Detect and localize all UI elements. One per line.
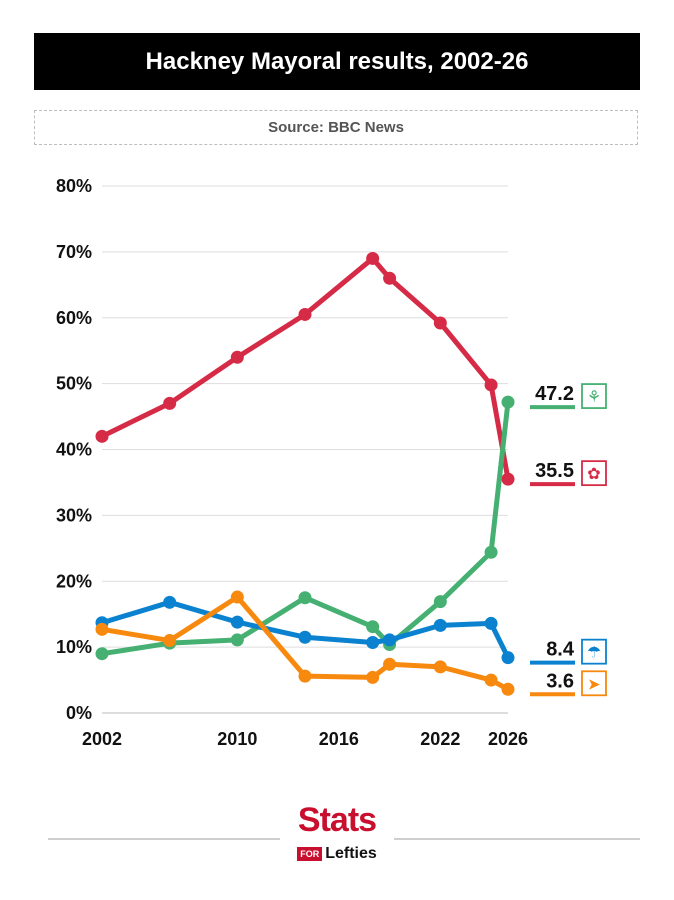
series-line: [99, 599, 511, 661]
y-tick-label: 40%: [56, 440, 92, 460]
data-point: [230, 633, 244, 647]
data-point: [298, 591, 312, 605]
data-point: [501, 472, 515, 486]
data-point: [163, 634, 177, 648]
data-point: [501, 682, 515, 696]
labour-rose-icon-box: [581, 460, 607, 487]
x-tick-label: 2022: [420, 729, 460, 749]
x-tick-label: 2010: [217, 729, 257, 749]
data-point: [383, 271, 397, 285]
data-point: [433, 595, 447, 609]
green-party-icon: ⚘: [587, 389, 601, 406]
y-tick-label: 0%: [66, 703, 92, 723]
y-tick-label: 80%: [56, 176, 92, 196]
end-value-label: 35.5: [535, 460, 574, 482]
logo-stats-text: Stats: [297, 801, 377, 839]
data-point: [383, 657, 397, 671]
data-point: [298, 669, 312, 683]
data-point: [366, 636, 380, 650]
conservative-tree-icon-box: [581, 638, 607, 665]
data-point: [501, 651, 515, 665]
end-value-label: 47.2: [535, 383, 574, 405]
footer-divider-right: [394, 838, 640, 840]
data-point: [230, 590, 244, 604]
data-point: [95, 429, 109, 443]
logo-for-badge: FOR: [297, 847, 323, 861]
end-value-label: 8.4: [546, 639, 575, 661]
stats-for-lefties-logo: Stats FOR Lefties: [286, 803, 388, 862]
labour-rose-icon: ✿: [587, 466, 600, 483]
data-point: [433, 660, 447, 674]
end-value-label: 3.6: [546, 670, 574, 692]
data-point: [95, 622, 109, 636]
logo-lefties-text: Lefties: [325, 845, 377, 862]
data-point: [298, 307, 312, 321]
data-point: [163, 595, 177, 609]
data-point: [366, 670, 380, 684]
data-point: [484, 616, 498, 630]
x-tick-label: 2016: [319, 729, 359, 749]
x-tick-label: 2026: [488, 729, 528, 749]
libdem-bird-icon: ➤: [587, 676, 600, 693]
data-point: [230, 350, 244, 364]
y-tick-label: 50%: [56, 374, 92, 394]
y-tick-label: 10%: [56, 637, 92, 657]
data-point: [383, 633, 397, 647]
data-point: [484, 673, 498, 687]
data-point: [366, 620, 380, 634]
series-line: [99, 399, 511, 657]
y-tick-label: 30%: [56, 505, 92, 525]
x-tick-label: 2002: [82, 729, 122, 749]
chart-source: Source: BBC News: [34, 110, 638, 145]
y-tick-label: 70%: [56, 242, 92, 262]
data-point: [484, 545, 498, 559]
y-tick-label: 20%: [56, 571, 92, 591]
green-party-icon-box: [581, 383, 607, 409]
y-tick-label: 60%: [56, 308, 92, 328]
data-point: [230, 615, 244, 629]
line-chart: 0% 10% 20% 30% 40% 50% 60% 70% 80% 2002 2010 2016 20…: [56, 176, 607, 749]
data-point: [366, 251, 380, 265]
data-point: [298, 630, 312, 644]
data-point: [501, 395, 515, 409]
data-point: [484, 378, 498, 392]
data-point: [433, 618, 447, 632]
chart-title: Hackney Mayoral results, 2002-26: [34, 33, 640, 90]
data-point: [95, 647, 109, 661]
data-point: [163, 396, 177, 410]
conservative-tree-icon: ☂: [587, 645, 601, 662]
data-point: [433, 316, 447, 330]
libdem-bird-icon-box: [581, 670, 607, 697]
footer-divider-left: [48, 838, 280, 840]
series-line: [99, 255, 511, 482]
